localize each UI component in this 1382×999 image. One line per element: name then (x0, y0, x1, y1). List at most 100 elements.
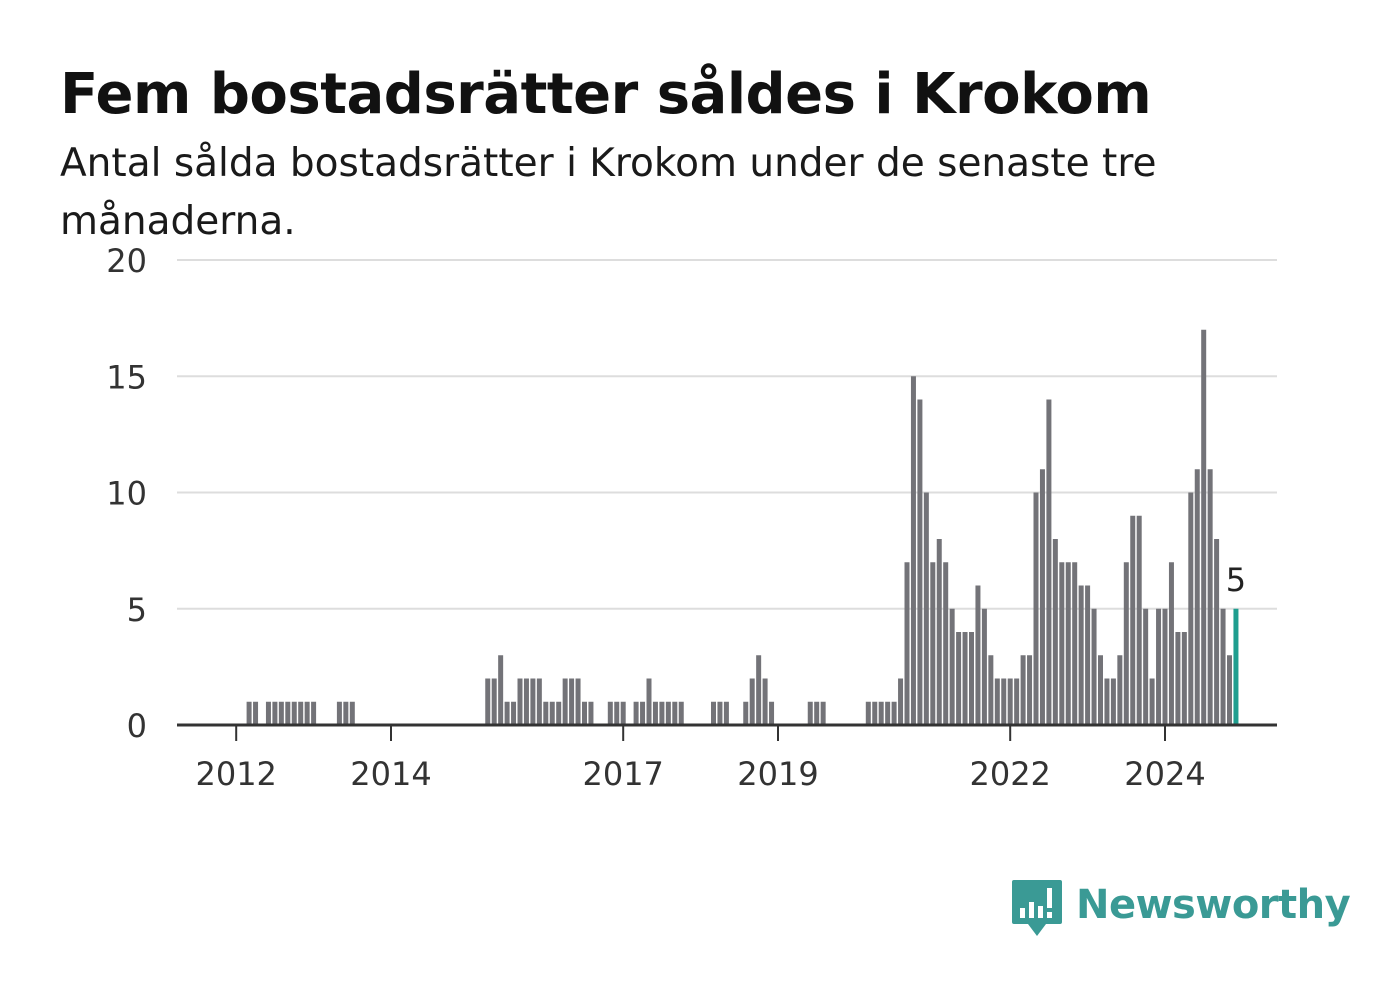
chart-title: Fem bostadsrätter såldes i Krokom (60, 62, 1152, 127)
bar (504, 701, 510, 725)
bar (1175, 632, 1181, 725)
bar (923, 492, 929, 725)
bar (820, 701, 826, 725)
bar (1207, 469, 1213, 725)
bar (1085, 585, 1091, 725)
bar (498, 655, 504, 725)
bar (640, 701, 646, 725)
bar (1227, 655, 1232, 725)
bar (646, 678, 652, 725)
bar (1168, 562, 1174, 725)
bar (1098, 655, 1103, 725)
bar (588, 701, 594, 725)
bar (930, 562, 936, 725)
bar (917, 399, 923, 725)
bar (1188, 492, 1194, 725)
annotations: 5 (1226, 561, 1246, 599)
bar (1130, 515, 1136, 725)
bar (253, 701, 259, 725)
bar (562, 678, 568, 725)
bar (1123, 562, 1129, 725)
bar (1143, 608, 1149, 725)
bar (1220, 608, 1226, 725)
bar (1052, 539, 1058, 725)
x-tick-label: 2019 (737, 755, 818, 793)
bar (717, 701, 723, 725)
bar (1039, 469, 1045, 725)
bar (943, 562, 949, 725)
bar (769, 701, 775, 725)
bar (994, 678, 1000, 725)
bar (511, 701, 517, 725)
bar (1149, 678, 1155, 725)
bar (1027, 655, 1033, 725)
bar (1059, 562, 1065, 725)
bar (620, 701, 626, 725)
bar (711, 701, 716, 725)
brand-name: Newsworthy (1076, 882, 1351, 928)
bar (530, 678, 536, 725)
x-tick-label: 2012 (195, 755, 276, 793)
x-tick-label: 2022 (969, 755, 1050, 793)
gridlines (177, 259, 1277, 610)
bar (556, 701, 562, 725)
bar (1046, 399, 1052, 725)
bar (575, 678, 581, 725)
bar (981, 608, 987, 725)
bar-chart: 0 5 10 15 20 2012 2014 2017 2019 2022 2024 5 (106, 242, 1277, 793)
bars (246, 329, 1239, 725)
bar (336, 701, 342, 725)
bar (962, 632, 968, 725)
bar (349, 701, 355, 725)
bar (652, 701, 658, 725)
bar (278, 701, 284, 725)
bar (749, 678, 755, 725)
bar (1181, 632, 1187, 725)
y-axis-ticks: 0 5 10 15 20 (106, 242, 147, 745)
bar (1156, 608, 1162, 725)
bar (659, 701, 665, 725)
bar (543, 701, 549, 725)
bar (1091, 608, 1097, 725)
y-tick-label: 5 (127, 591, 147, 629)
bar (1072, 562, 1078, 725)
bar (607, 701, 613, 725)
bar (814, 701, 820, 725)
x-tick-label: 2017 (582, 755, 663, 793)
bar (878, 701, 884, 725)
bar (975, 585, 981, 725)
y-tick-label: 0 (127, 707, 147, 745)
bar (969, 632, 974, 725)
bar (298, 701, 304, 725)
bar (1201, 329, 1207, 725)
bar (936, 539, 942, 725)
bar (910, 376, 916, 725)
bar (291, 701, 297, 725)
bar-highlight (1233, 608, 1239, 725)
bar (1110, 678, 1116, 725)
bar (1001, 678, 1007, 725)
bar (865, 701, 871, 725)
newsworthy-logo: Newsworthy (1010, 878, 1351, 942)
bar (807, 701, 813, 725)
bar (1033, 492, 1039, 725)
bar (665, 701, 671, 725)
bar (1020, 655, 1026, 725)
x-tick-label: 2024 (1124, 755, 1205, 793)
bar (633, 701, 639, 725)
chart-subtitle: Antal sålda bostadsrätter i Krokom under… (60, 141, 1157, 244)
bar (956, 632, 962, 725)
bar (1194, 469, 1200, 725)
bar (285, 701, 291, 725)
bar (265, 701, 271, 725)
newsworthy-logo-icon (1012, 880, 1062, 936)
bar (614, 701, 620, 725)
bar (743, 701, 749, 725)
bar (904, 562, 910, 725)
bar (949, 608, 955, 725)
bar (885, 701, 891, 725)
bar (672, 701, 678, 725)
data-label-latest: 5 (1226, 561, 1246, 599)
bar (1162, 608, 1168, 725)
bar (756, 655, 762, 725)
